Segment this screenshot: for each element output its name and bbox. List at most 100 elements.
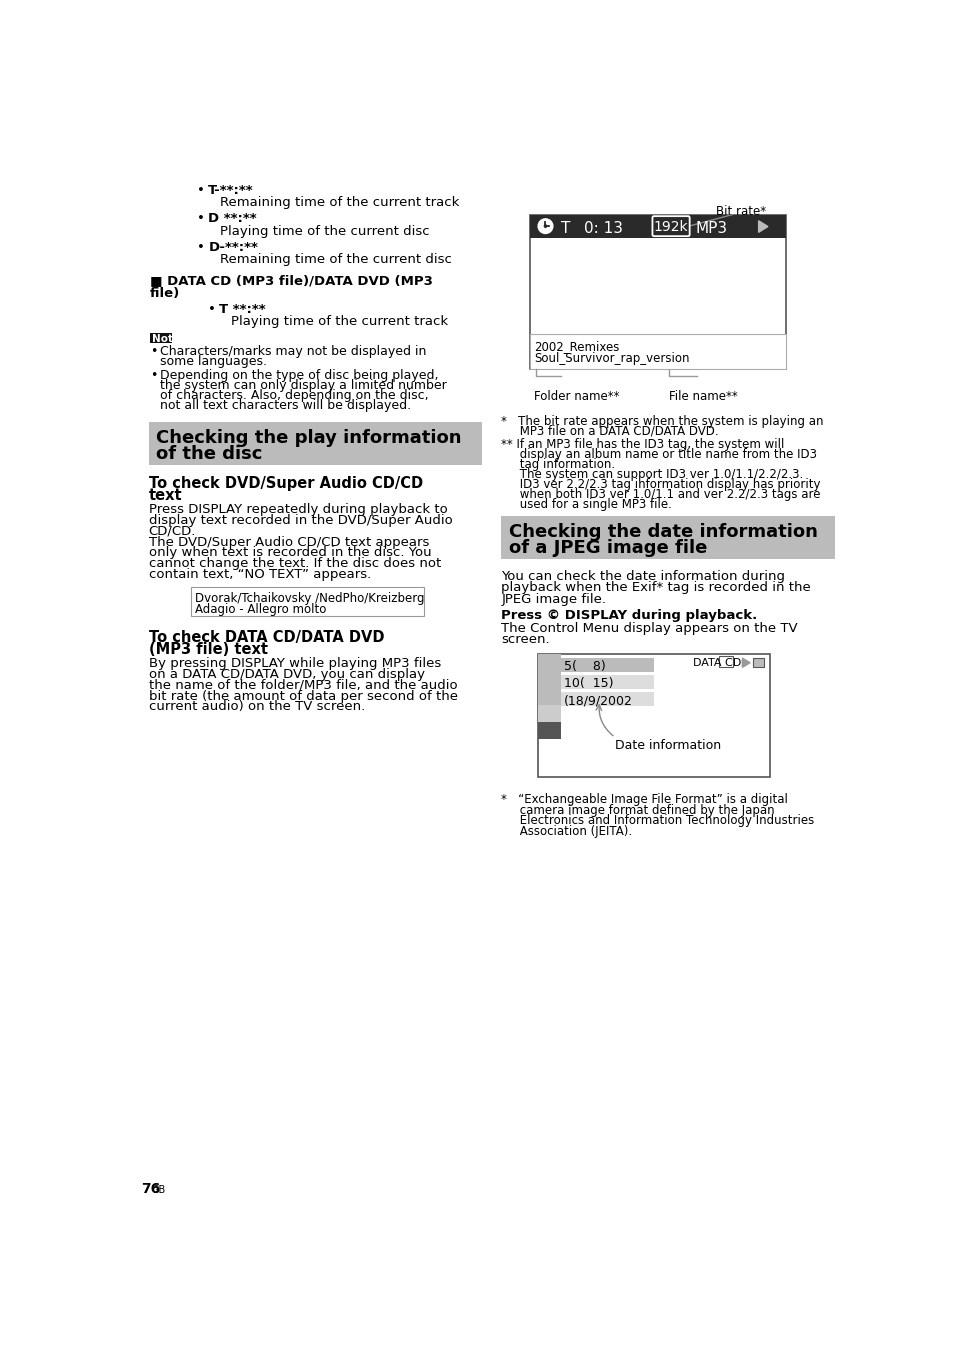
Bar [149,422,481,465]
Text: display text recorded in the DVD/Super Audio: display text recorded in the DVD/Super A… [149,514,452,527]
Text: MP3 file on a DATA CD/DATA DVD.: MP3 file on a DATA CD/DATA DVD. [500,425,719,438]
Text: Electronics and Information Technology Industries: Electronics and Information Technology I… [500,814,814,827]
Text: •: • [208,303,216,316]
Text: MP3: MP3 [695,220,726,235]
Bar [530,215,785,369]
Text: (MP3 file) text: (MP3 file) text [149,642,268,657]
Text: ID3 ver 2.2/2.3 tag information display has priority: ID3 ver 2.2/2.3 tag information display … [500,479,820,491]
Text: •: • [196,212,204,226]
Text: Press © DISPLAY during playback.: Press © DISPLAY during playback. [500,608,757,622]
Text: of the disc: of the disc [156,445,262,462]
Circle shape [537,218,554,235]
Text: D-**:**: D-**:** [208,241,258,254]
Text: 0: 13: 0: 13 [583,220,622,235]
Text: You can check the date information during: You can check the date information durin… [500,569,784,583]
Text: display an album name or title name from the ID3: display an album name or title name from… [500,448,817,461]
Text: Bit rate*: Bit rate* [716,204,765,218]
Text: 5(    8): 5( 8) [563,660,605,673]
Text: current audio) on the TV screen.: current audio) on the TV screen. [149,700,365,714]
Text: D **:**: D **:** [208,212,256,226]
Text: Dvorak/Tchaikovsky /NedPho/Kreizberg: Dvorak/Tchaikovsky /NedPho/Kreizberg [195,592,424,604]
Text: Press DISPLAY repeatedly during playback to: Press DISPLAY repeatedly during playback… [149,503,447,516]
Text: Checking the date information: Checking the date information [509,523,817,541]
Text: screen.: screen. [500,634,549,646]
Text: bit rate (the amount of data per second of the: bit rate (the amount of data per second … [149,690,457,703]
Text: JPEG image file.: JPEG image file. [500,592,606,606]
Text: Soul_Survivor_rap_version: Soul_Survivor_rap_version [534,352,689,365]
Text: contain text, “NO TEXT” appears.: contain text, “NO TEXT” appears. [149,568,371,581]
Bar [560,692,654,706]
Text: tag information.: tag information. [500,458,615,470]
FancyBboxPatch shape [719,656,732,668]
Text: Folder name**: Folder name** [534,391,618,403]
Text: Adagio - Allegro molto: Adagio - Allegro molto [195,603,326,615]
Text: when both ID3 ver 1.0/1.1 and ver 2.2/2.3 tags are: when both ID3 ver 1.0/1.1 and ver 2.2/2.… [500,488,820,502]
Bar [537,654,560,671]
Text: 192k: 192k [653,220,688,234]
Text: 76: 76 [141,1183,160,1197]
Text: T: T [560,220,570,235]
Text: (18/9/2002: (18/9/2002 [563,695,632,707]
Text: 2002_Remixes: 2002_Remixes [534,341,618,353]
Circle shape [544,224,546,227]
Text: camera image format defined by the Japan: camera image format defined by the Japan [500,803,774,817]
Text: GB: GB [152,1184,166,1195]
Text: Association (JEITA).: Association (JEITA). [500,825,632,838]
Bar [530,334,785,369]
Text: ■ DATA CD (MP3 file)/DATA DVD (MP3: ■ DATA CD (MP3 file)/DATA DVD (MP3 [150,274,433,287]
Bar [560,658,654,672]
Text: The Control Menu display appears on the TV: The Control Menu display appears on the … [500,622,797,635]
Text: To check DVD/Super Audio CD/CD: To check DVD/Super Audio CD/CD [149,476,422,491]
Text: ** If an MP3 file has the ID3 tag, the system will: ** If an MP3 file has the ID3 tag, the s… [500,438,784,452]
Text: •: • [150,369,157,383]
Text: cannot change the text. If the disc does not: cannot change the text. If the disc does… [149,557,440,571]
Text: The system can support ID3 ver 1.0/1.1/2.2/2.3.: The system can support ID3 ver 1.0/1.1/2… [500,468,802,481]
Text: To check DATA CD/DATA DVD: To check DATA CD/DATA DVD [149,630,384,645]
Text: of a JPEG image file: of a JPEG image file [509,538,707,557]
Bar [537,671,560,688]
Bar [753,658,763,667]
Text: •: • [196,241,204,254]
Text: By pressing DISPLAY while playing MP3 files: By pressing DISPLAY while playing MP3 fi… [149,657,440,671]
Text: 10(  15): 10( 15) [563,677,613,691]
Text: •: • [150,345,157,358]
Polygon shape [758,220,767,233]
Text: CD/CD.: CD/CD. [149,525,196,538]
Text: •: • [196,184,204,197]
Bar [537,706,560,722]
Bar [537,654,769,777]
FancyBboxPatch shape [652,216,689,237]
Text: Checking the play information: Checking the play information [156,429,461,446]
Text: File name**: File name** [669,391,738,403]
Text: T **:**: T **:** [219,303,266,316]
Text: Characters/marks may not be displayed in: Characters/marks may not be displayed in [159,345,425,358]
Text: of characters. Also, depending on the disc,: of characters. Also, depending on the di… [159,389,428,403]
Text: text: text [149,488,182,503]
Text: Remaining time of the current disc: Remaining time of the current disc [220,253,452,266]
Bar [537,688,560,706]
Text: Date information: Date information [615,740,720,752]
Bar [560,675,654,690]
Text: Remaining time of the current track: Remaining time of the current track [220,196,459,210]
Circle shape [537,219,553,234]
Text: used for a single MP3 file.: used for a single MP3 file. [500,498,672,511]
Text: on a DATA CD/DATA DVD, you can display: on a DATA CD/DATA DVD, you can display [149,668,424,681]
Text: Playing time of the current disc: Playing time of the current disc [220,224,429,238]
Text: some languages.: some languages. [159,354,266,368]
Text: the system can only display a limited number: the system can only display a limited nu… [159,380,446,392]
Text: the name of the folder/MP3 file, and the audio: the name of the folder/MP3 file, and the… [149,679,456,692]
Bar [192,587,423,615]
Bar [537,722,560,740]
Text: not all text characters will be displayed.: not all text characters will be displaye… [159,399,410,412]
Text: T-**:**: T-**:** [208,184,253,197]
Bar [500,515,834,558]
Text: Playing time of the current track: Playing time of the current track [231,315,448,329]
Text: playback when the Exif* tag is recorded in the: playback when the Exif* tag is recorded … [500,581,810,594]
Text: *   “Exchangeable Image File Format” is a digital: * “Exchangeable Image File Format” is a … [500,792,787,806]
Text: file): file) [150,287,180,300]
Text: The DVD/Super Audio CD/CD text appears: The DVD/Super Audio CD/CD text appears [149,535,429,549]
Text: Depending on the type of disc being played,: Depending on the type of disc being play… [159,369,437,383]
Polygon shape [741,658,749,668]
Text: *   The bit rate appears when the system is playing an: * The bit rate appears when the system i… [500,415,823,427]
Text: only when text is recorded in the disc. You: only when text is recorded in the disc. … [149,546,431,560]
